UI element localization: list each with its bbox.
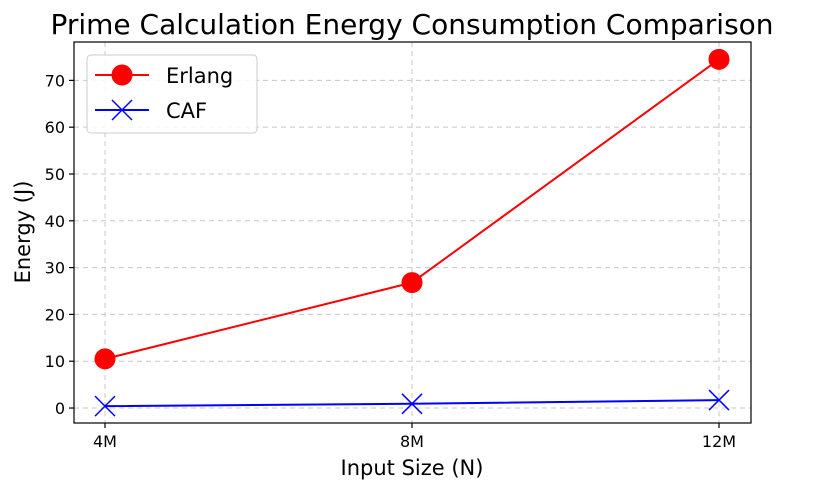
data-point-caf bbox=[401, 393, 423, 415]
y-tick-label: 50 bbox=[45, 165, 65, 184]
x-axis-label: Input Size (N) bbox=[341, 456, 484, 480]
series-layer bbox=[94, 48, 730, 417]
legend-label-erlang: Erlang bbox=[166, 64, 233, 88]
y-tick-label: 40 bbox=[45, 212, 65, 231]
y-axis-label: Energy (J) bbox=[11, 181, 35, 284]
y-tick-label: 70 bbox=[45, 71, 65, 90]
x-tick-label: 8M bbox=[400, 432, 424, 451]
chart-title: Prime Calculation Energy Consumption Com… bbox=[50, 8, 773, 41]
x-tick-label: 4M bbox=[93, 432, 117, 451]
data-point-caf bbox=[94, 395, 116, 417]
legend: Erlang CAF bbox=[86, 54, 258, 134]
y-tick-label: 10 bbox=[45, 352, 65, 371]
x-tick-label: 12M bbox=[702, 432, 736, 451]
y-tick-label: 20 bbox=[45, 305, 65, 324]
tick-layer: 0 10 20 30 40 50 60 70 4M 8M 12M bbox=[45, 71, 736, 451]
y-tick-label: 0 bbox=[55, 399, 65, 418]
legend-marker-caf bbox=[111, 99, 133, 121]
legend-marker-erlang bbox=[111, 64, 133, 86]
y-tick-label: 60 bbox=[45, 118, 65, 137]
data-point-erlang bbox=[401, 272, 423, 294]
data-point-erlang bbox=[708, 48, 730, 70]
data-point-caf bbox=[708, 389, 730, 411]
data-point-erlang bbox=[94, 348, 116, 370]
y-tick-label: 30 bbox=[45, 259, 65, 278]
legend-label-caf: CAF bbox=[166, 99, 207, 123]
